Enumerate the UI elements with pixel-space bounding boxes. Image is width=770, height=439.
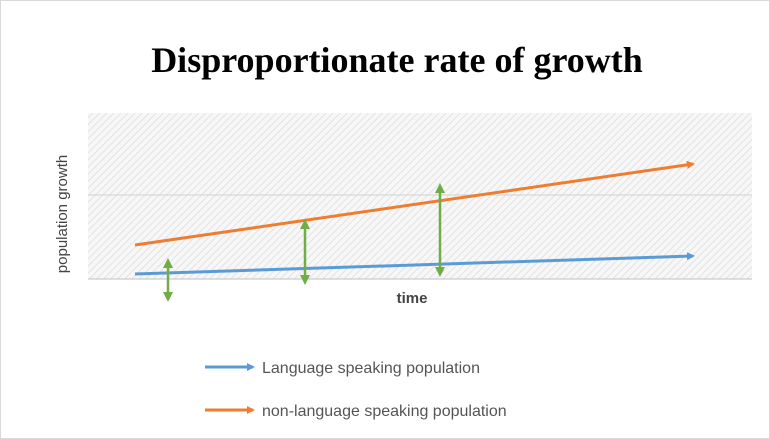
legend-label: Language speaking population	[262, 360, 480, 377]
chart-title: Disproportionate rate of growth	[151, 40, 643, 80]
legend: Language speaking population non-language…	[205, 360, 507, 420]
plot-area	[88, 113, 752, 279]
x-axis-label: time	[397, 290, 428, 307]
y-axis-label: population growth	[54, 155, 71, 273]
legend-label: non-language speaking population	[262, 403, 507, 420]
series-line	[134, 160, 695, 247]
series-line	[134, 252, 695, 276]
